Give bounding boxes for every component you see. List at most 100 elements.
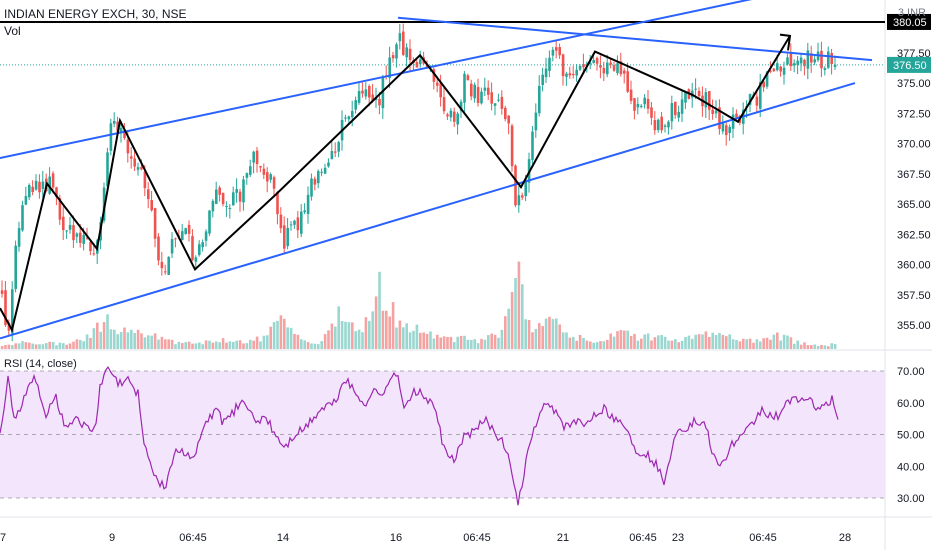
candle-body (578, 66, 582, 70)
volume-bar (170, 339, 174, 349)
candle-body (24, 196, 28, 205)
volume-bar (320, 341, 323, 349)
volume-bar (752, 342, 755, 349)
candle-body (728, 126, 731, 133)
volume-bar (599, 341, 602, 349)
candle-body (395, 44, 398, 59)
candle-body (453, 111, 456, 122)
volume-bar (65, 344, 68, 349)
candle-body (521, 195, 524, 198)
candle-body (762, 81, 765, 88)
volume-bar (810, 345, 813, 349)
volume-bar (395, 327, 398, 349)
candle-body (252, 151, 255, 163)
volume-bar (555, 318, 558, 349)
candle-body (810, 53, 813, 63)
volume-bar (565, 332, 568, 349)
volume-bar (694, 334, 697, 349)
candle-body (640, 105, 643, 107)
candle-body (402, 31, 405, 55)
volume-bar (612, 336, 616, 349)
candle-body (551, 49, 555, 56)
volume-bar (823, 345, 827, 349)
candle-body (334, 151, 337, 153)
candle-body (432, 69, 436, 82)
candle-body (225, 205, 228, 207)
volume-bar (776, 332, 779, 349)
volume-bar (85, 334, 89, 349)
time-tick-label: 06:45 (749, 532, 777, 544)
volume-bar (381, 310, 385, 349)
candle-body (680, 99, 684, 114)
volume-bar (136, 329, 140, 349)
candle-body (21, 205, 24, 231)
volume-bar (228, 341, 232, 349)
candle-body (181, 231, 184, 241)
volume-bar (500, 329, 504, 349)
candle-body (606, 62, 609, 75)
candle-body (612, 65, 616, 71)
candle-body (232, 192, 235, 206)
candle-body (89, 242, 92, 252)
candle-body (650, 107, 653, 118)
volume-bar (225, 342, 228, 349)
volume-bar (303, 340, 306, 349)
volume-bar (507, 308, 510, 349)
candle-body (572, 73, 575, 76)
volume-bar (748, 338, 752, 349)
volume-bar (595, 342, 599, 349)
candle-body (497, 99, 500, 101)
volume-bar (446, 337, 449, 349)
volume-bar (313, 343, 317, 349)
candle-body (524, 179, 527, 197)
candle-body (674, 101, 677, 116)
candle-body (398, 33, 402, 42)
candle-body (697, 90, 701, 97)
volume-bar (820, 345, 823, 349)
volume-bar (408, 332, 412, 349)
volume-bar (262, 335, 266, 349)
candle-body (300, 211, 303, 234)
volume-bar (714, 335, 718, 349)
volume-bar (762, 338, 765, 349)
volume-bar (238, 340, 242, 349)
volume-bar (249, 339, 252, 349)
volume-bar (208, 340, 211, 349)
candle-body (470, 83, 473, 97)
volume-bar (629, 335, 633, 349)
candle-body (786, 57, 789, 65)
volume-bar (653, 337, 657, 349)
volume-bar (514, 278, 517, 349)
candle-body (657, 119, 660, 131)
volume-bar (272, 322, 276, 349)
volume-bar (323, 334, 327, 349)
volume-bar (731, 339, 735, 349)
volume-bar (538, 323, 541, 349)
volume-bar (833, 344, 837, 349)
volume-bar (133, 333, 136, 349)
volume-bar (517, 261, 521, 349)
candle-body (0, 290, 4, 294)
volume-bar (708, 337, 711, 349)
price-tick-label: 362.50 (897, 229, 931, 241)
volume-bar (436, 334, 439, 349)
volume-bar (592, 342, 595, 349)
volume-bar (718, 332, 721, 349)
volume-bar (55, 345, 58, 349)
volume-bar (684, 337, 687, 349)
candle-body (388, 57, 391, 78)
volume-bar (813, 344, 816, 349)
candle-body (609, 62, 612, 65)
time-tick-label: 23 (672, 532, 684, 544)
volume-bar (735, 339, 738, 349)
volume-bar (796, 340, 799, 349)
volume-bar (371, 311, 374, 349)
candle-body (72, 225, 75, 241)
candle-body (34, 180, 38, 190)
volume-bar (252, 340, 255, 349)
candle-body (327, 162, 330, 167)
candle-body (833, 64, 837, 68)
volume-bar (432, 338, 436, 349)
volume-bar (388, 316, 391, 349)
